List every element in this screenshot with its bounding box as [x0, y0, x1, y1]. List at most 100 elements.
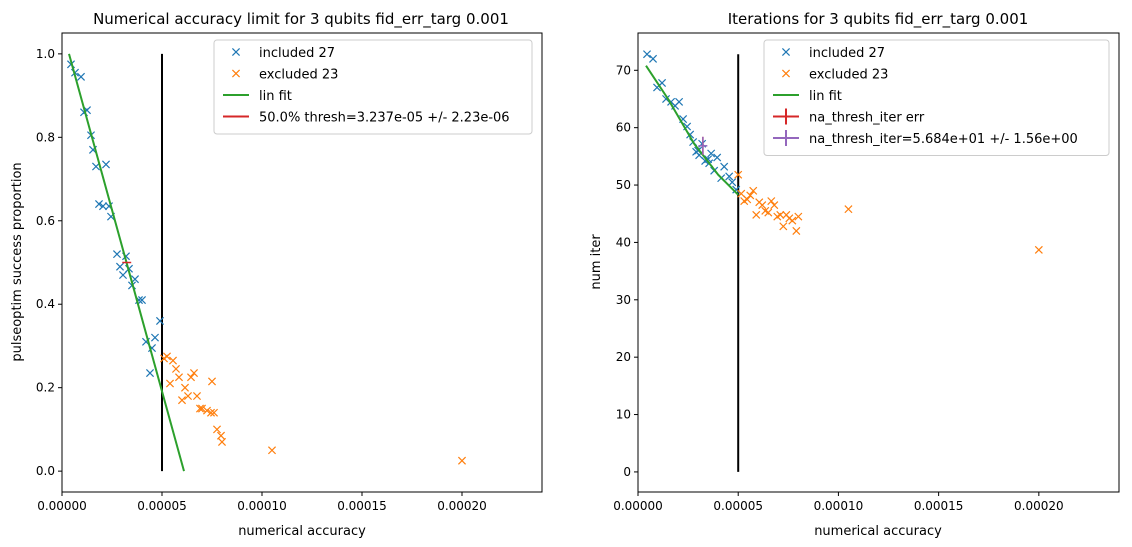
included-point: [728, 178, 737, 187]
included-point: [76, 72, 86, 81]
excluded-point: [779, 222, 788, 231]
data-marks-right: [642, 50, 1043, 472]
included-point: [115, 262, 125, 271]
included-point: [642, 50, 652, 59]
excluded-point: [788, 216, 797, 225]
excluded-point: [180, 383, 190, 392]
excluded-point: [168, 356, 178, 365]
y-tick-label: 0: [623, 465, 631, 479]
included-point: [707, 149, 716, 158]
legend-label: lin fit: [259, 89, 292, 104]
excluded-point: [844, 205, 853, 214]
excluded-point: [209, 408, 219, 417]
x-tick-label: 0.00015: [914, 499, 964, 513]
legend-label: excluded 23: [259, 68, 338, 83]
excluded-point: [752, 210, 761, 219]
y-tick-label: 20: [616, 350, 631, 364]
legend-left: included 27 excluded 23 lin fit 50.0% thres…: [213, 39, 533, 135]
included-point: [732, 185, 741, 194]
x-tick-label: 0.00005: [713, 499, 763, 513]
y-tick-label: 40: [616, 235, 631, 249]
legend-label: included 27: [809, 46, 885, 61]
excluded-point: [734, 170, 743, 179]
included-point: [118, 270, 128, 280]
excluded-point: [202, 406, 212, 415]
included-point: [94, 200, 104, 209]
legend-marker-excluded: [781, 69, 791, 78]
y-tick-label: 50: [616, 178, 631, 192]
included-point: [720, 162, 729, 171]
excluded-point: [216, 431, 226, 440]
x-tick-label: 0.00000: [613, 499, 663, 513]
excluded-point: [767, 197, 776, 206]
legend-label: included 27: [259, 46, 335, 61]
data-marks-left: [66, 53, 467, 472]
excluded-point: [743, 195, 752, 204]
included-point: [155, 316, 165, 325]
excluded-point: [792, 226, 801, 235]
axes-right: 0.00000 0.00005 0.00010 0.00015 0.00020 0 10 20…: [613, 63, 1063, 513]
chart-title-left: Numerical accuracy limit for 3 qubits fi…: [93, 10, 509, 29]
included-point: [112, 250, 122, 259]
excluded-point: [183, 392, 193, 401]
legend-marker-excluded: [231, 69, 241, 78]
excluded-point: [764, 208, 773, 217]
x-tick-label: 0.00020: [437, 499, 487, 513]
excluded-point: [207, 377, 217, 386]
included-point: [101, 160, 111, 169]
y-tick-label: 0.4: [36, 297, 55, 311]
excluded-point: [776, 210, 785, 219]
excluded-point: [212, 425, 222, 434]
legend-label: 50.0% thresh=3.237e-05 +/- 2.23e-06: [259, 111, 510, 126]
excluded-point: [267, 446, 277, 455]
chart-title-right: Iterations for 3 qubits fid_err_targ 0.0…: [728, 10, 1029, 29]
y-tick-label: 0.6: [36, 214, 55, 228]
y-tick-label: 0.2: [36, 381, 55, 395]
included-point: [649, 54, 658, 63]
plot-accuracy-limit: Numerical accuracy limit for 3 qubits fi…: [10, 10, 543, 539]
excluded-point: [206, 408, 216, 417]
legend-label: excluded 23: [809, 68, 888, 83]
y-tick-label: 30: [616, 293, 631, 307]
y-tick-label: 0.0: [36, 464, 55, 478]
y-tick-label: 70: [616, 63, 631, 77]
excluded-point: [758, 201, 767, 210]
legend-label: na_thresh_iter=5.684e+01 +/- 1.56e+00: [809, 132, 1078, 147]
excluded-point: [162, 352, 172, 361]
legend-marker-included: [781, 47, 791, 57]
legend-box: [213, 39, 533, 135]
excluded-point: [192, 392, 202, 401]
excluded-point: [746, 191, 755, 200]
fit-line: [645, 65, 739, 196]
excluded-point: [749, 186, 758, 195]
legend-label: lin fit: [809, 89, 842, 104]
excluded-point: [457, 456, 467, 465]
excluded-point: [165, 379, 175, 388]
x-tick-label: 0.00010: [237, 499, 287, 513]
excluded-point: [171, 364, 181, 373]
plot-iterations: Iterations for 3 qubits fid_err_targ 0.0…: [589, 10, 1120, 539]
x-axis-label-left: numerical accuracy: [238, 524, 366, 539]
axes-left: 0.00000 0.00005 0.00010 0.00015 0.00020 0.0 0.…: [36, 47, 487, 513]
included-point: [725, 172, 734, 181]
excluded-point: [217, 437, 227, 446]
x-tick-label: 0.00015: [337, 499, 387, 513]
y-tick-label: 1.0: [36, 47, 55, 61]
legend-marker-included: [231, 47, 241, 57]
y-axis-label-left: pulseoptim success proportion: [10, 162, 25, 361]
excluded-point: [177, 396, 187, 405]
y-tick-label: 60: [616, 121, 631, 135]
x-tick-label: 0.00005: [137, 499, 187, 513]
excluded-point: [174, 373, 184, 382]
included-point: [675, 97, 684, 106]
y-tick-label: 10: [616, 408, 631, 422]
excluded-point: [770, 201, 779, 210]
included-point: [150, 333, 160, 342]
x-tick-label: 0.00020: [1014, 499, 1064, 513]
included-point: [137, 296, 147, 305]
excluded-point: [186, 373, 196, 382]
included-point: [713, 153, 722, 162]
legend-label: na_thresh_iter err: [809, 111, 925, 126]
x-tick-label: 0.00000: [37, 499, 87, 513]
